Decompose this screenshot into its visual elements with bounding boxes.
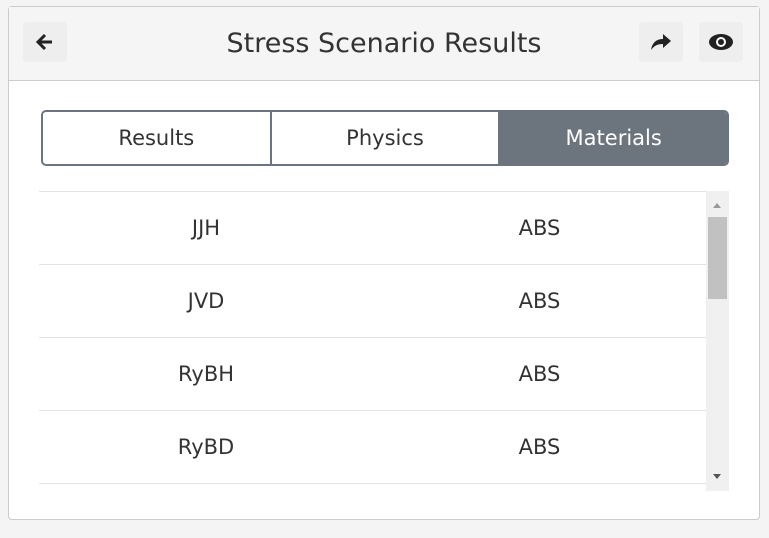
table-row[interactable]: JVD ABS xyxy=(39,265,706,338)
table-cell: RyBD xyxy=(177,435,235,459)
table-row[interactable]: RyBH ABS xyxy=(39,338,706,411)
tab[interactable]: Materials xyxy=(500,112,727,164)
view-button[interactable] xyxy=(699,22,743,62)
back-icon xyxy=(35,33,52,51)
header: Stress Scenario Results xyxy=(9,7,759,81)
table-row[interactable]: JJH ABS xyxy=(39,192,706,265)
table-row[interactable]: RyBD ABS xyxy=(39,411,706,484)
table: JJH ABS JVD ABS RyBH ABS RyBD ABS xyxy=(39,191,706,492)
table-cell: ABS xyxy=(518,435,561,459)
scroll-thumb[interactable] xyxy=(708,217,727,299)
table-cell: ABS xyxy=(518,289,561,313)
panel: Stress Scenario Results Results Physics Ma… xyxy=(8,6,760,520)
share-button[interactable] xyxy=(639,22,683,62)
share-icon xyxy=(651,34,671,50)
table-cell: JJH xyxy=(191,216,221,240)
table-cell: RyBH xyxy=(177,362,235,386)
tab[interactable]: Physics xyxy=(272,112,501,164)
tab[interactable]: Results xyxy=(43,112,272,164)
table-cell: ABS xyxy=(518,362,561,386)
title: Stress Scenario Results xyxy=(226,28,542,59)
tab-group: Results Physics Materials xyxy=(41,110,729,166)
scrollbar[interactable] xyxy=(706,191,729,491)
eye-icon xyxy=(709,34,733,50)
back-button[interactable] xyxy=(23,22,67,62)
table-cell: JVD xyxy=(187,289,225,313)
scroll-arrows xyxy=(713,203,721,479)
table-cell: ABS xyxy=(518,216,561,240)
